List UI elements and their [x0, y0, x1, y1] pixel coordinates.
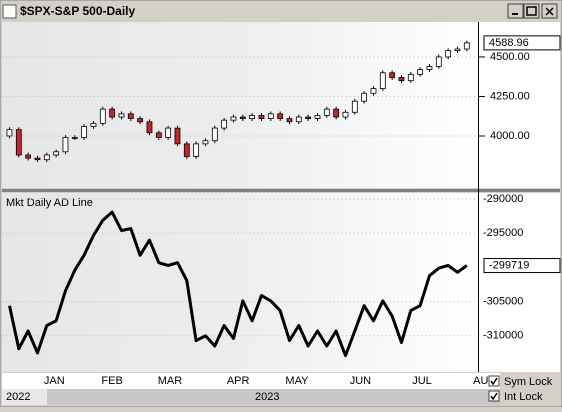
candle-body: [155, 132, 162, 138]
candle-body: [81, 126, 88, 138]
candle-body: [71, 137, 78, 139]
candle-body: [323, 108, 330, 116]
candle-body: [230, 116, 237, 121]
x-tick-label: JUL: [412, 375, 432, 387]
ad-panel: [2, 193, 478, 372]
x-tick-label: APR: [227, 375, 250, 387]
x-tick-label: JAN: [44, 375, 65, 387]
candle-body: [342, 111, 349, 118]
panel-title: Mkt Daily AD Line: [6, 197, 93, 209]
year-label: 2022: [6, 391, 30, 403]
checkbox-label: Int Lock: [504, 391, 543, 403]
candle-body: [53, 151, 60, 156]
checkbox[interactable]: [488, 390, 500, 402]
candle-body: [305, 116, 312, 119]
candle-body: [277, 113, 284, 119]
candle-body: [15, 129, 22, 156]
candle-body: [183, 143, 190, 157]
candle-body: [211, 127, 218, 142]
candle-body: [407, 73, 414, 82]
window-title: $SPX-S&P 500-Daily: [20, 4, 135, 18]
x-tick-label: FEB: [101, 375, 122, 387]
y-tick-label: -310000: [483, 330, 523, 342]
candle-body: [463, 42, 470, 50]
y-tick-label: -295000: [483, 227, 523, 239]
ad-line: [8, 210, 468, 358]
candle-body: [239, 116, 246, 119]
candle-body: [25, 154, 32, 159]
candle-body: [333, 108, 340, 118]
check-mark: [490, 392, 498, 401]
window-icon: [2, 4, 17, 19]
candle-body: [426, 66, 433, 70]
candle-body: [267, 113, 274, 119]
candle-body: [99, 108, 106, 124]
candle-body: [249, 115, 256, 119]
price-panel: [2, 22, 478, 188]
y-tick-label: -290000: [483, 193, 523, 205]
candle-body: [295, 116, 302, 123]
candle-body: [445, 50, 452, 58]
candle-body: [389, 72, 396, 78]
last-value-box: [483, 35, 561, 51]
candle-body: [193, 143, 200, 157]
y-tick-label: 4000.00: [490, 130, 530, 142]
year-label: 2023: [255, 391, 279, 403]
candle-body: [43, 154, 50, 161]
candle-body: [398, 77, 405, 82]
candle-body: [370, 88, 377, 94]
candle-body: [146, 121, 153, 134]
checkbox-label: Sym Lock: [504, 376, 553, 388]
candle-body: [127, 113, 134, 119]
y-tick-label: 4500.00: [490, 51, 530, 63]
close-icon: [545, 7, 554, 16]
candle-body: [137, 118, 144, 123]
x-tick-label: JUN: [350, 375, 371, 387]
year-bar: [2, 389, 500, 405]
y-tick-label: 4250.00: [490, 90, 530, 102]
candle-body: [221, 119, 228, 129]
candle-body: [174, 127, 181, 145]
candle-body: [361, 92, 368, 102]
x-tick-label: AU: [473, 375, 488, 387]
candle-body: [435, 56, 442, 67]
candle-body: [314, 115, 321, 119]
minimize-button[interactable]: [507, 3, 524, 19]
candle-body: [109, 108, 116, 118]
x-tick-label: MAR: [158, 375, 183, 387]
last-value-label: -299719: [489, 259, 529, 271]
last-value-label: 4588.96: [489, 37, 529, 49]
candle-body: [454, 48, 461, 52]
candle-body: [90, 122, 97, 127]
month-bar: [2, 373, 500, 389]
year-bar-2022: [2, 389, 47, 405]
candle-body: [379, 72, 386, 89]
candle-body: [258, 115, 265, 119]
candle-body: [6, 129, 13, 137]
ad-axis: [478, 193, 560, 372]
x-tick-label: MAY: [285, 375, 309, 387]
maximize-icon: [526, 6, 537, 16]
candle-body: [62, 137, 69, 153]
candle-body: [34, 157, 41, 161]
y-tick-label: -305000: [483, 296, 523, 308]
candle-body: [417, 69, 424, 75]
candle-body: [202, 140, 209, 145]
candle-body: [351, 100, 358, 113]
last-value-box: [483, 258, 561, 274]
candle-body: [286, 118, 293, 123]
checkbox[interactable]: [488, 375, 500, 387]
candle-body: [165, 127, 172, 138]
check-mark: [490, 377, 498, 386]
candle-body: [118, 113, 125, 118]
